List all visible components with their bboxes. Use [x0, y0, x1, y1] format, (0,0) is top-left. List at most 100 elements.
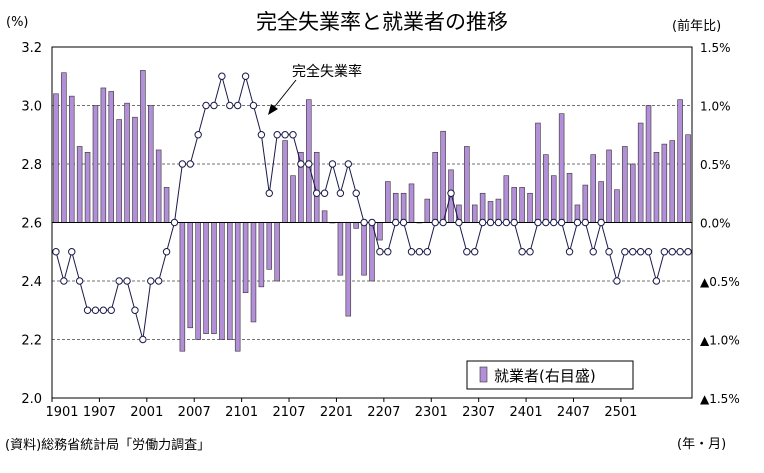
rate-point — [320, 189, 329, 197]
employment-bar — [203, 222, 209, 334]
employment-bar — [76, 146, 83, 223]
annotation-arrow-head — [268, 104, 278, 115]
rate-point — [360, 218, 368, 227]
rate-point — [550, 218, 558, 227]
rate-point — [68, 248, 76, 256]
rate-point — [629, 248, 637, 256]
right-tick-label: ▲1.5% — [700, 392, 740, 406]
rate-point — [660, 248, 669, 256]
rate-point — [281, 131, 289, 139]
left-tick-label: 2.8 — [21, 158, 42, 173]
rate-point — [455, 218, 463, 227]
source-note: (資料)総務省統計局「労働力調査」 — [5, 438, 211, 453]
employment-bar — [219, 222, 225, 340]
employment-bar — [345, 222, 352, 317]
rate-point — [407, 248, 416, 256]
employment-bar — [645, 105, 652, 223]
employment-bar — [598, 181, 604, 223]
x-tick-label: 2007 — [178, 405, 211, 420]
rate-point — [423, 248, 432, 256]
employment-bar — [669, 140, 675, 223]
left-tick-label: 2.2 — [21, 334, 42, 349]
rate-point — [518, 248, 526, 256]
employment-bar — [464, 146, 470, 223]
rate-point — [241, 72, 250, 80]
employment-bar — [92, 105, 99, 223]
x-tick-label: 2001 — [130, 405, 163, 420]
rate-point — [186, 160, 194, 168]
employment-bar — [543, 154, 549, 223]
rate-point — [581, 218, 590, 227]
rate-point — [91, 306, 100, 314]
employment-bar — [385, 181, 391, 223]
left-tick-label: 3.2 — [21, 41, 42, 56]
x-tick-label: 2101 — [225, 405, 258, 420]
employment-bar — [84, 152, 91, 223]
x-tick-label: 2301 — [415, 405, 448, 420]
right-tick-label: ▲1.0% — [700, 334, 740, 348]
rate-point — [83, 306, 92, 314]
employment-bar — [369, 222, 375, 282]
rate-point — [249, 101, 258, 110]
employment-bar — [400, 192, 407, 223]
rate-point — [162, 248, 171, 256]
employment-bar — [242, 222, 249, 293]
right-tick-label: 1.0% — [700, 100, 731, 114]
rate-point — [123, 277, 131, 285]
rate-point — [99, 306, 108, 314]
rate-point — [502, 218, 511, 227]
rate-point — [115, 277, 123, 285]
rate-point — [526, 248, 534, 256]
right-axis-ticks: ▲1.5% ▲1.0% ▲0.5% 0.0% 0.5% 1.0% 1.5% — [700, 41, 740, 406]
rate-point — [52, 248, 60, 256]
employment-bar — [187, 222, 194, 329]
employment-bar — [392, 192, 399, 223]
employment-bar — [558, 113, 565, 223]
plot-frame — [51, 46, 693, 399]
employment-bar — [290, 175, 296, 223]
legend: 就業者(右目盛) — [466, 360, 634, 390]
rate-point — [534, 218, 542, 227]
rate-point — [652, 277, 661, 285]
employment-bar — [582, 184, 589, 223]
rate-point — [257, 131, 266, 139]
employment-bar — [163, 187, 170, 223]
employment-bar — [250, 222, 257, 323]
employment-bar — [266, 222, 273, 270]
employment-bar — [53, 93, 59, 223]
x-axis-ticks: 1901 1907 2001 2007 2101 2107 2201 2207 2301 2307… — [45, 398, 637, 420]
employment-bar — [566, 173, 573, 223]
rate-point — [399, 218, 408, 227]
left-tick-label: 2.0 — [21, 392, 42, 407]
employment-bar — [527, 192, 533, 223]
unemployment-rate-line — [52, 72, 692, 344]
employment-bar — [503, 175, 510, 223]
x-tick-label: 2407 — [557, 405, 590, 420]
rate-point — [139, 335, 147, 344]
rate-point — [297, 160, 305, 168]
employment-bar — [132, 116, 138, 223]
rate-point — [510, 218, 518, 227]
legend-box — [466, 360, 634, 390]
rate-point — [344, 160, 352, 168]
left-axis-ticks: 2.0 2.2 2.4 2.6 2.8 3.0 3.2 — [21, 41, 42, 407]
employment-bar — [677, 99, 683, 223]
line-annotation: 完全失業率 — [268, 63, 362, 115]
rate-point — [226, 101, 234, 110]
employment-bar — [321, 210, 328, 223]
employment-bar — [108, 91, 115, 223]
left-tick-label: 3.0 — [21, 100, 42, 115]
annotation-label: 完全失業率 — [292, 63, 362, 80]
employment-bar — [550, 175, 557, 223]
employment-bar — [606, 149, 612, 223]
employment-bar — [140, 70, 146, 223]
left-tick-label: 2.4 — [21, 275, 42, 290]
rate-point — [542, 218, 550, 227]
rate-point — [573, 218, 582, 227]
rate-point — [178, 160, 187, 168]
employment-bar — [258, 222, 265, 288]
employment-bar — [519, 187, 525, 223]
employment-bar — [377, 222, 383, 241]
employment-bar — [440, 130, 446, 223]
